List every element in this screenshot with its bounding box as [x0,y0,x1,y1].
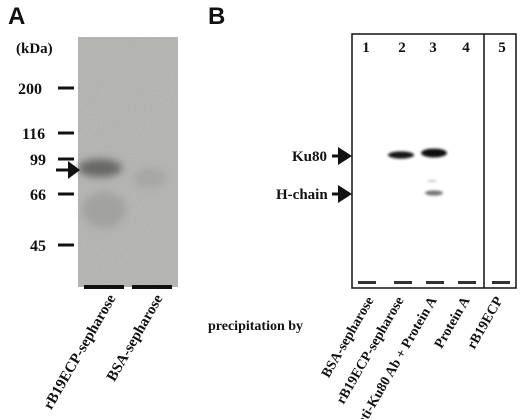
precipitation-by-label: precipitation by [208,319,303,334]
h-chain-label: H-chain [276,187,328,203]
ku80-band-lane-3 [421,148,447,158]
panel-b: B 1 2 3 4 5 Ku80 H-chain prec [208,3,517,419]
svg-text:66: 66 [30,187,46,204]
ku80-band-lane-2 [388,151,414,159]
lane-number-2: 2 [398,40,406,56]
panel-a-lane-bar-2 [132,285,172,289]
panel-a-band [78,159,122,177]
lane-mark-4 [458,281,476,284]
lane-number-5: 5 [498,40,506,56]
panel-a: A (kDa) 200 116 99 [8,3,178,412]
lane-number-3: 3 [429,40,437,56]
ku80-arrow-icon [332,147,352,165]
panel-a-lane-label-1: rB19ECP-sepharose [41,292,120,413]
lane-mark-3 [426,281,444,284]
svg-text:99: 99 [30,152,46,169]
svg-text:116: 116 [22,126,45,143]
svg-text:45: 45 [30,238,46,255]
mw-marker-66: 66 [30,187,74,204]
lane-mark-1 [358,281,376,284]
mw-marker-45: 45 [30,238,74,255]
mw-marker-99: 99 [30,152,74,169]
lane-mark-5 [492,281,510,284]
svg-text:200: 200 [18,81,42,98]
h-chain-band-lane-3 [425,190,443,196]
panel-b-blot-frame [351,33,517,289]
h-chain-arrow-icon [332,185,352,203]
panel-a-letter: A [8,3,25,30]
mw-marker-200: 200 [18,81,74,98]
mw-marker-116: 116 [22,126,74,143]
panel-b-letter: B [208,3,225,30]
kda-unit-label: (kDa) [16,41,53,57]
panel-a-band-arrow-icon [56,161,80,179]
ku80-label: Ku80 [292,149,327,165]
lane-number-1: 1 [362,40,370,56]
panel-a-lane-bar-1 [84,285,124,289]
lane-mark-2 [394,281,412,284]
panel-a-blot [78,37,178,287]
lane-number-4: 4 [462,40,470,56]
mw-markers: 200 116 99 66 45 [18,81,74,255]
